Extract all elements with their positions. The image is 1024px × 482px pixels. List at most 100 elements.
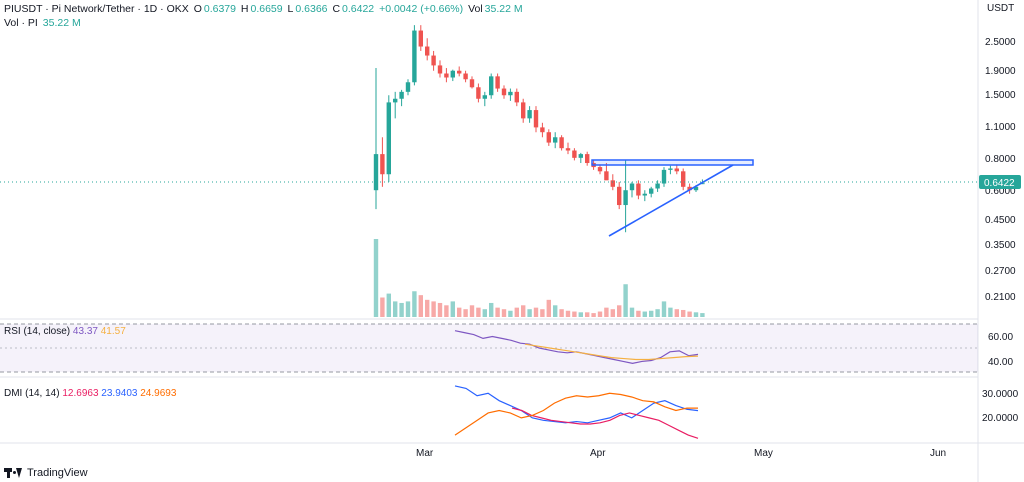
volume-bar — [457, 307, 462, 317]
volume-bar — [668, 307, 673, 317]
candle-body — [649, 188, 654, 194]
candle-body — [655, 183, 660, 189]
volume-bar — [565, 310, 571, 317]
candle-body — [610, 180, 615, 187]
volume-bar — [636, 310, 641, 317]
dmi-tick: 30.0000 — [982, 389, 1019, 400]
candle-body — [604, 171, 609, 181]
candle-body — [642, 193, 647, 196]
candle-body — [418, 30, 423, 47]
volume-bar — [380, 297, 385, 317]
price-tick: 0.6000 — [985, 186, 1016, 197]
volume-bar — [489, 302, 494, 317]
price-tick: 1.5000 — [985, 90, 1016, 101]
dmi-lines — [454, 385, 699, 439]
rsi-tick: 60.00 — [988, 332, 1013, 343]
candle-body — [636, 183, 641, 196]
vol-value: 35.22 M — [484, 3, 523, 15]
candle-body — [623, 190, 628, 206]
candlesticks — [373, 25, 705, 233]
symbol-name[interactable]: PIUSDT · Pi Network/Tether · 1D · OKX — [4, 3, 189, 15]
volume-bar — [501, 309, 507, 317]
tradingview-brand[interactable]: TradingView — [4, 467, 88, 479]
volume-bar — [482, 309, 487, 317]
candle-body — [489, 76, 494, 96]
volume-bar — [687, 311, 692, 317]
volume-bar — [418, 295, 423, 317]
candle-body — [399, 91, 404, 99]
candle-body — [482, 95, 487, 99]
volume-bar — [450, 301, 455, 317]
rsi-legend: RSI (14, close) 43.37 41.57 — [4, 326, 126, 337]
volume-bar — [546, 299, 551, 317]
vol-label: Vol — [468, 3, 483, 15]
volume-bar — [661, 301, 667, 317]
price-tick: 1.1000 — [985, 122, 1016, 133]
volume-bar — [681, 309, 686, 317]
close-value: 0.6422 — [342, 3, 375, 15]
candle-body — [674, 168, 679, 172]
rsi-ma-line — [524, 343, 699, 361]
volume-bar — [373, 239, 379, 317]
volume-bar — [597, 311, 603, 317]
close-label: C — [332, 3, 341, 15]
volume-bar — [412, 291, 417, 317]
price-axis-currency: USDT — [987, 3, 1014, 14]
candle-body — [572, 150, 577, 158]
candle-body — [700, 183, 705, 185]
price-tick: 1.9000 — [985, 66, 1016, 77]
low-label: L — [287, 3, 294, 15]
volume-bar — [585, 312, 590, 317]
volume-indicator-label[interactable]: Vol · PI — [4, 17, 38, 29]
price-tick: 0.2100 — [985, 292, 1016, 303]
volume-bar — [649, 310, 654, 317]
volume-bar — [431, 301, 436, 317]
price-tick: 0.2700 — [985, 266, 1016, 277]
volume-bar — [399, 302, 404, 317]
price-tick: 2.5000 — [985, 37, 1016, 48]
symbol-header: PIUSDT · Pi Network/Tether · 1D · OKX O 0… — [4, 2, 525, 16]
volume-bar — [572, 311, 577, 317]
change-value: +0.0042 (+0.66%) — [379, 3, 464, 15]
rsi-ma-value: 41.57 — [100, 326, 126, 337]
volume-bar — [514, 307, 519, 317]
time-label: Mar — [416, 448, 434, 459]
dmi-plus-line — [454, 385, 699, 424]
candle-body — [386, 102, 391, 175]
candle-body — [476, 87, 481, 99]
rsi-label[interactable]: RSI (14, close) — [4, 326, 71, 337]
volume-bar — [469, 305, 475, 317]
high-value: 0.6659 — [250, 3, 283, 15]
volume-bar — [553, 305, 558, 317]
volume-bar — [463, 309, 468, 317]
support-trendline[interactable] — [608, 164, 734, 237]
candle-body — [597, 167, 603, 172]
dmi-adx-line — [454, 392, 699, 436]
candle-body — [514, 91, 519, 103]
volume-bar — [655, 309, 660, 317]
volume-bar — [521, 305, 526, 317]
price-tick: 0.3500 — [985, 240, 1016, 251]
candle-body — [668, 168, 673, 170]
volume-legend: Vol · PI 35.22 M — [4, 16, 83, 30]
dmi-tick: 20.0000 — [982, 413, 1019, 424]
dmi-adx-value: 24.9693 — [140, 388, 177, 399]
candle-body — [533, 110, 539, 128]
dmi-label[interactable]: DMI (14, 14) — [4, 388, 60, 399]
volume-bar — [527, 309, 532, 317]
tradingview-logo-icon — [4, 468, 22, 478]
dmi-minus-value: 12.6963 — [62, 388, 99, 399]
candle-body — [508, 91, 513, 96]
last-price-badge — [979, 175, 1021, 189]
candle-body — [412, 30, 417, 83]
dmi-plus-value: 23.9403 — [101, 388, 138, 399]
time-label: Jun — [930, 448, 946, 459]
candle-body — [469, 79, 475, 88]
candle-body — [559, 137, 564, 149]
volume-indicator-value: 35.22 M — [42, 17, 81, 29]
candle-body — [501, 88, 507, 96]
candle-body — [521, 102, 526, 119]
open-label: O — [193, 3, 202, 15]
resistance-rectangle[interactable] — [591, 159, 754, 166]
